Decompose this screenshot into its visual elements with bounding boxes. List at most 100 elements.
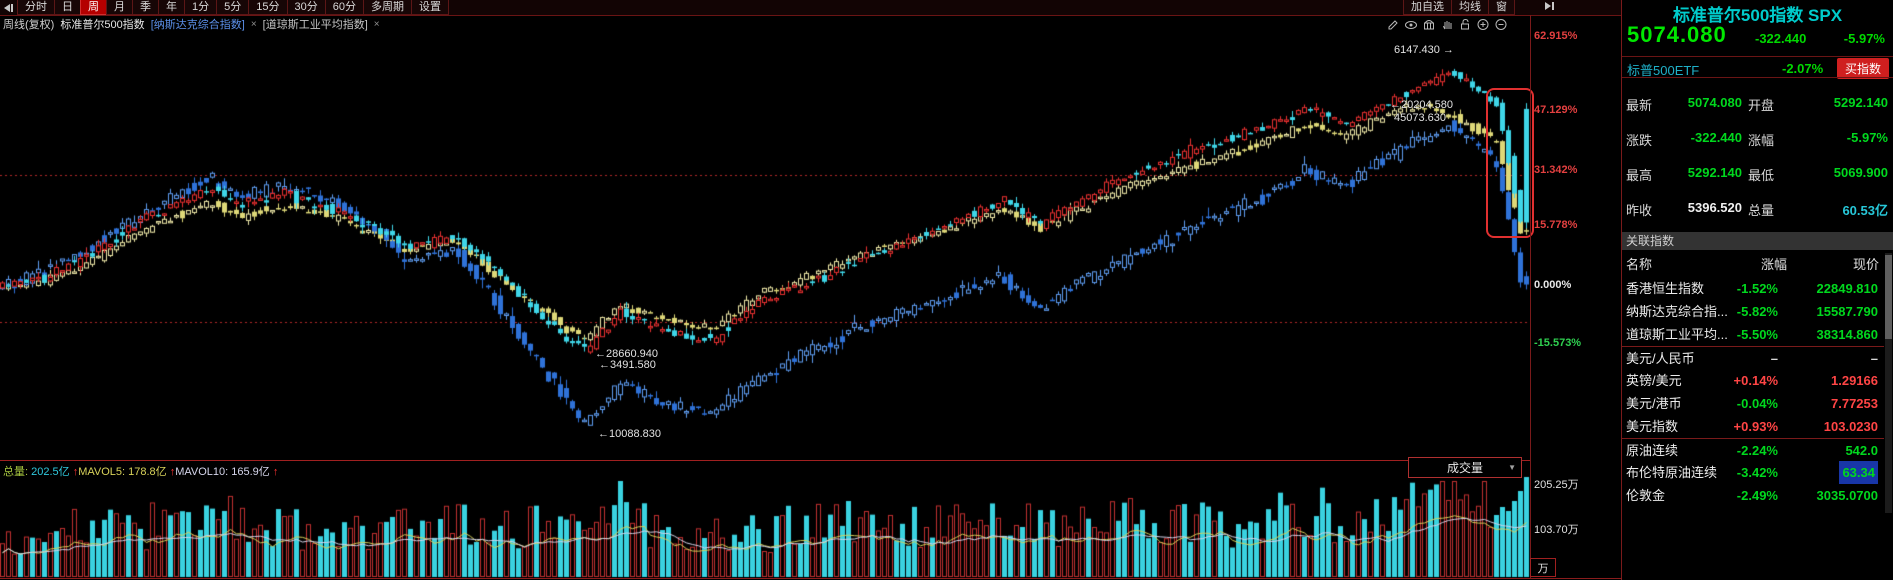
volume-divider xyxy=(0,460,1530,461)
collapse-left-icon[interactable] xyxy=(0,0,18,15)
pencil-icon[interactable] xyxy=(1386,17,1400,32)
price-change: -322.440 xyxy=(1755,31,1807,46)
etf-change: -2.07% xyxy=(1782,61,1824,76)
period-mode-label: 周线(复权) xyxy=(3,19,55,31)
related-row[interactable]: 香港恒生指数 -1.52% 22849.810 xyxy=(1622,277,1884,300)
related-price: 15587.790 xyxy=(1816,304,1878,319)
quote-v1: 5074.080 xyxy=(1687,95,1742,110)
related-name: 道琼斯工业平均... xyxy=(1626,327,1728,342)
period-tab-日[interactable]: 日 xyxy=(54,0,81,15)
scrollbar-thumb[interactable] xyxy=(1885,255,1892,339)
volume-header-part: MAVOL10: 165.9亿 xyxy=(175,466,270,478)
related-change: -2.24% xyxy=(1736,443,1778,458)
quote-v2: 5292.140 xyxy=(1833,95,1888,110)
buy-index-button[interactable]: 买指数 xyxy=(1836,58,1889,79)
related-change: -5.50% xyxy=(1736,327,1778,342)
panel-title: 标准普尔500指数 SPX xyxy=(1672,6,1843,25)
volume-header-part: 202.5亿 xyxy=(31,466,70,478)
related-price: 22849.810 xyxy=(1816,281,1878,296)
pct-axis-label: 0.000% xyxy=(1534,279,1572,291)
basket-icon[interactable] xyxy=(1422,17,1436,32)
overlay-dow-label[interactable]: [道琼斯工业平均指数] xyxy=(262,19,368,31)
etf-link[interactable]: 标普500ETF xyxy=(1627,63,1700,78)
overlay-dow-close-icon[interactable]: × xyxy=(373,18,380,30)
related-change: +0.93% xyxy=(1733,419,1778,434)
related-row[interactable]: 纳斯达克综合指... -5.82% 15587.790 xyxy=(1622,300,1884,323)
chevron-down-icon: ▼ xyxy=(1508,463,1516,472)
chart-header: 周线(复权) 标准普尔500指数 [纳斯达克综合指数] × [道琼斯工业平均指数… xyxy=(0,16,1533,32)
quote-l1: 最高 xyxy=(1626,168,1653,183)
quote-l2: 总量 xyxy=(1748,203,1775,218)
related-list-header: 名称 涨幅 现价 xyxy=(1622,254,1893,272)
period-tab-5分[interactable]: 5分 xyxy=(216,0,250,15)
volume-header-part: 总量: xyxy=(3,466,32,478)
related-name: 布伦特原油连续 xyxy=(1626,465,1718,480)
related-change: -2.49% xyxy=(1736,488,1778,503)
volume-type-dropdown[interactable]: 成交量 ▼ xyxy=(1408,457,1522,478)
overlay-nasdaq-close-icon[interactable]: × xyxy=(250,18,257,30)
period-tab-年[interactable]: 年 xyxy=(158,0,185,15)
bottom-border xyxy=(0,578,1893,579)
panel-scrollbar[interactable] xyxy=(1885,253,1892,513)
hand-icon[interactable] xyxy=(1440,17,1454,32)
eye-icon[interactable] xyxy=(1404,17,1418,32)
zoom-in-icon[interactable] xyxy=(1476,17,1490,32)
related-price: 63.34 xyxy=(1839,461,1878,484)
related-row[interactable]: 美元指数 +0.93% 103.0230 xyxy=(1622,415,1884,438)
period-tab-设置[interactable]: 设置 xyxy=(411,0,449,15)
related-row[interactable]: 美元/人民币 – – xyxy=(1622,346,1884,370)
period-tabs: 分时日周月季年 1分 5分 15分 30分 60分 多周期 设置 xyxy=(17,0,449,15)
toolbar-button-加自选[interactable]: 加自选 xyxy=(1403,0,1452,15)
axis-border xyxy=(1530,15,1531,578)
period-tab-周[interactable]: 周 xyxy=(80,0,107,15)
chart-tools xyxy=(1386,15,1508,33)
unlock-icon[interactable] xyxy=(1458,17,1472,32)
related-name: 美元/港币 xyxy=(1626,396,1682,411)
price-change-pct: -5.97% xyxy=(1843,31,1885,46)
volume-indicator-values: 总量: 202.5亿 ↑MAVOL5: 178.8亿 ↑MAVOL10: 165… xyxy=(3,463,278,479)
period-tab-月[interactable]: 月 xyxy=(106,0,133,15)
period-toolbar: 分时日周月季年 1分 5分 15分 30分 60分 多周期 设置 xyxy=(0,0,1622,16)
period-tab-多周期[interactable]: 多周期 xyxy=(363,0,412,15)
volume-header-part: ↑ xyxy=(269,466,279,478)
period-tab-1分[interactable]: 1分 xyxy=(184,0,218,15)
period-tab-60分[interactable]: 60分 xyxy=(324,0,364,15)
related-row[interactable]: 英镑/美元 +0.14% 1.29166 xyxy=(1622,369,1884,392)
volume-header-part: MAVOL5: 178.8亿 xyxy=(78,466,167,478)
related-price: 3035.0700 xyxy=(1816,488,1878,503)
related-name: 伦敦金 xyxy=(1626,488,1666,503)
period-tab-30分[interactable]: 30分 xyxy=(286,0,326,15)
col-name: 名称 xyxy=(1626,257,1653,272)
quote-row: 涨跌 -322.440 涨幅 -5.97% xyxy=(1622,130,1893,148)
panel-divider xyxy=(1622,56,1893,57)
toolbar-button-窗[interactable]: 窗 xyxy=(1488,0,1515,15)
related-row[interactable]: 伦敦金 -2.49% 3035.0700 xyxy=(1622,484,1884,507)
quote-v2: 60.53亿 xyxy=(1842,203,1888,218)
overlay-nasdaq-label[interactable]: [纳斯达克综合指数] xyxy=(150,19,245,31)
period-tab-分时[interactable]: 分时 xyxy=(17,0,55,15)
quote-l2: 涨幅 xyxy=(1748,133,1775,148)
related-row[interactable]: 原油连续 -2.24% 542.0 xyxy=(1622,438,1884,462)
related-price: 542.0 xyxy=(1845,443,1878,458)
period-tab-季[interactable]: 季 xyxy=(132,0,159,15)
quote-row: 最新 5074.080 开盘 5292.140 xyxy=(1622,95,1893,113)
related-row[interactable]: 布伦特原油连续 -3.42% 63.34 xyxy=(1622,461,1884,484)
volume-header-part: ↑ xyxy=(166,466,176,478)
related-row[interactable]: 美元/港币 -0.04% 7.77253 xyxy=(1622,392,1884,415)
zoom-out-icon[interactable] xyxy=(1494,17,1508,32)
toolbar-right-buttons: 加自选 均线窗 xyxy=(1403,0,1515,15)
related-name: 纳斯达克综合指... xyxy=(1626,304,1728,319)
related-name: 美元/人民币 xyxy=(1626,351,1695,366)
related-price: 38314.860 xyxy=(1816,327,1878,342)
related-row[interactable]: 道琼斯工业平均... -5.50% 38314.860 xyxy=(1622,323,1884,346)
volume-header-part: ↑ xyxy=(69,466,79,478)
collapse-right-icon[interactable] xyxy=(1540,1,1558,11)
related-name: 香港恒生指数 xyxy=(1626,281,1705,296)
period-tab-15分[interactable]: 15分 xyxy=(248,0,288,15)
quote-v2: 5069.900 xyxy=(1833,165,1888,180)
volume-unit-label: 万 xyxy=(1530,558,1556,577)
toolbar-button-均线[interactable]: 均线 xyxy=(1451,0,1489,15)
candlestick-chart[interactable] xyxy=(0,32,1530,578)
volume-axis-label: 103.70万 xyxy=(1534,524,1579,536)
related-change: -1.52% xyxy=(1736,281,1778,296)
